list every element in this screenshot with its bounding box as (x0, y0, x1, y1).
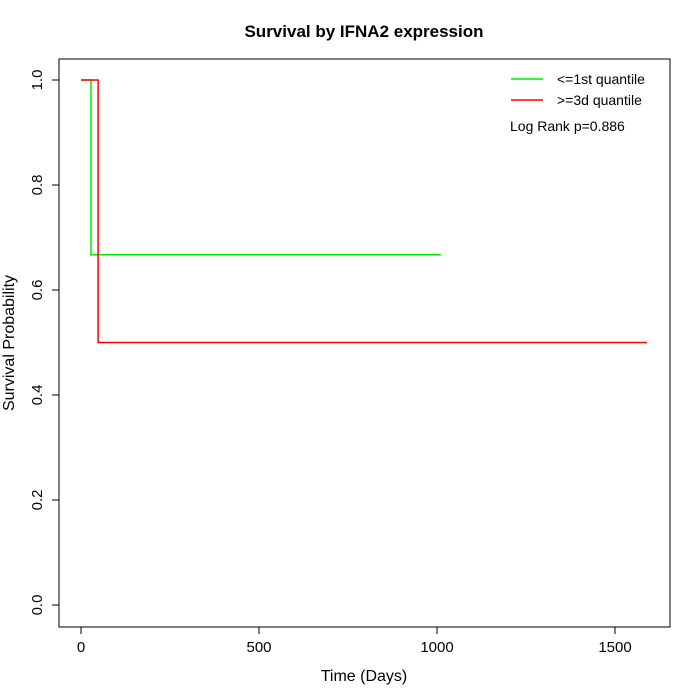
y-tick-label: 0.8 (29, 175, 46, 196)
y-tick-label: 0.4 (29, 385, 46, 406)
x-tick-label: 1500 (598, 639, 631, 656)
legend-label: <=1st quantile (557, 71, 645, 87)
legend: <=1st quantile >=3d quantile (511, 71, 645, 108)
log-rank-annotation: Log Rank p=0.886 (510, 118, 625, 134)
x-tick-label: 1000 (420, 639, 453, 656)
chart-title: Survival by IFNA2 expression (244, 22, 483, 41)
x-tick-label: 0 (77, 639, 85, 656)
legend-label: >=3d quantile (557, 92, 642, 108)
survival-curve-1 (81, 79, 441, 256)
y-tick-label: 0.2 (29, 490, 46, 511)
y-axis-label: Survival Probability (1, 275, 18, 411)
y-tick-label: 0.6 (29, 280, 46, 301)
y-tick-label: 0.0 (29, 595, 46, 616)
x-axis-label: Time (Days) (321, 668, 408, 685)
x-tick-label: 500 (246, 639, 271, 656)
y-tick-label: 1.0 (29, 70, 46, 91)
survival-curve-2 (81, 79, 647, 344)
